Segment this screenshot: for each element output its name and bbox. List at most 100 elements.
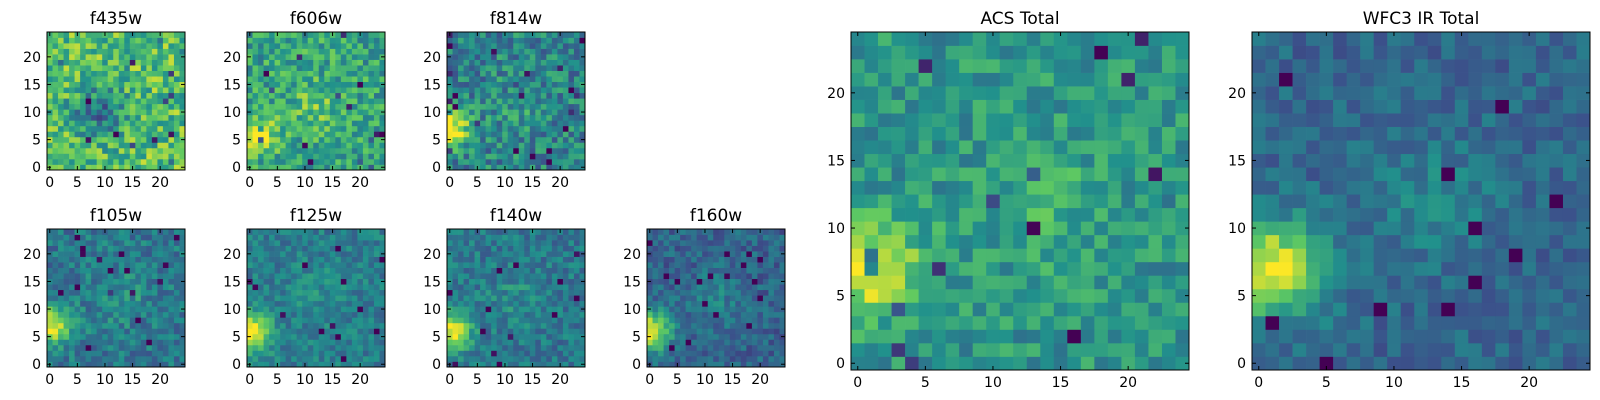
- heatmap-cell: [474, 317, 481, 324]
- heatmap-cell: [568, 142, 575, 149]
- heatmap-cell: [96, 164, 103, 171]
- heatmap-cell: [740, 361, 747, 368]
- heatmap-cell: [696, 322, 703, 329]
- heatmap-cell: [362, 76, 369, 83]
- heatmap-cell: [773, 361, 780, 368]
- heatmap-cell: [663, 355, 670, 362]
- heatmap-cell: [735, 240, 742, 246]
- heatmap-cell: [491, 32, 498, 38]
- heatmap-cell: [713, 328, 720, 335]
- heatmap-cell: [724, 350, 731, 357]
- heatmap-cell: [135, 311, 142, 318]
- heatmap-cell: [351, 311, 358, 318]
- heatmap-cell: [573, 114, 580, 121]
- heatmap-cell: [740, 267, 747, 274]
- heatmap-cell: [496, 103, 503, 110]
- heatmap-cell: [751, 317, 758, 324]
- heatmap-cell: [535, 48, 542, 55]
- heatmap-cell: [463, 306, 470, 313]
- heatmap-cell: [762, 256, 769, 263]
- heatmap-cell: [285, 350, 292, 357]
- heatmap-cell: [285, 32, 292, 38]
- heatmap-cell: [1053, 248, 1068, 263]
- heatmap-cell: [340, 322, 347, 329]
- heatmap-cell: [162, 98, 169, 105]
- heatmap-cell: [151, 87, 158, 94]
- heatmap-cell: [474, 59, 481, 66]
- heatmap-cell: [458, 147, 464, 154]
- heatmap-cell: [340, 273, 347, 280]
- heatmap-cell: [972, 329, 987, 344]
- heatmap-cell: [124, 339, 131, 346]
- heatmap-cell: [291, 273, 298, 280]
- heatmap-cell: [85, 295, 92, 302]
- heatmap-cell: [47, 142, 53, 149]
- heatmap-cell: [263, 32, 270, 38]
- heatmap-cell: [274, 87, 281, 94]
- x-tick-label: 20: [151, 372, 169, 388]
- heatmap-cell: [357, 273, 364, 280]
- heatmap-cell: [529, 125, 536, 132]
- heatmap-cell: [124, 306, 131, 313]
- heatmap-cell: [773, 350, 780, 357]
- heatmap-cell: [1053, 167, 1068, 182]
- heatmap-cell: [740, 328, 747, 335]
- heatmap-cell: [113, 32, 120, 38]
- heatmap-cell: [1121, 180, 1136, 195]
- heatmap-cell: [52, 328, 59, 335]
- heatmap-cell: [140, 256, 147, 263]
- heatmap-cell: [113, 273, 120, 280]
- heatmap-cell: [346, 125, 353, 132]
- heatmap-cell: [307, 114, 314, 121]
- heatmap-cell: [458, 278, 464, 285]
- heatmap-cell: [362, 87, 369, 94]
- heatmap-cell: [291, 300, 298, 307]
- heatmap-cell: [140, 355, 147, 362]
- heatmap-cell: [474, 98, 481, 105]
- heatmap-cell: [285, 136, 292, 143]
- heatmap-cell: [140, 87, 147, 94]
- heatmap-cell: [324, 153, 331, 160]
- heatmap-cell: [480, 361, 486, 368]
- heatmap-cell: [707, 300, 714, 307]
- heatmap-cell: [85, 109, 92, 116]
- heatmap-cell: [729, 284, 736, 291]
- heatmap-cell: [658, 251, 664, 257]
- heatmap-cell: [52, 131, 59, 138]
- heatmap-cell: [779, 300, 786, 307]
- heatmap-cell: [307, 164, 314, 171]
- heatmap-cell: [905, 329, 919, 344]
- y-tick-label: 0: [232, 357, 241, 373]
- heatmap-cell: [96, 142, 103, 149]
- heatmap-cell: [296, 234, 303, 241]
- heatmap-cell: [173, 322, 180, 329]
- heatmap-cell: [291, 87, 298, 94]
- heatmap-cell: [773, 317, 780, 324]
- heatmap-cell: [252, 103, 259, 110]
- heatmap-cell: [351, 273, 358, 280]
- heatmap-cell: [357, 76, 364, 83]
- heatmap-cell: [663, 328, 670, 335]
- heatmap-cell: [768, 339, 775, 346]
- heatmap-cell: [485, 92, 492, 99]
- heatmap-cell: [252, 355, 259, 362]
- heatmap-cell: [496, 273, 503, 280]
- y-tick-label: 10: [423, 105, 441, 121]
- heatmap-cell: [135, 147, 142, 154]
- heatmap-cell: [258, 32, 264, 38]
- heatmap-cell: [173, 300, 180, 307]
- heatmap-cell: [80, 273, 86, 280]
- heatmap-cell: [52, 317, 59, 324]
- heatmap-cell: [707, 289, 714, 296]
- heatmap-cell: [491, 240, 498, 246]
- heatmap-cell: [535, 125, 542, 132]
- heatmap-cell: [258, 350, 264, 357]
- heatmap-cell: [140, 114, 147, 121]
- heatmap-cell: [140, 328, 147, 335]
- heatmap-cell: [447, 267, 453, 274]
- heatmap-cell: [47, 295, 53, 302]
- heatmap-cell: [1013, 356, 1028, 371]
- heatmap-cell: [168, 234, 175, 241]
- heatmap-cell: [469, 306, 475, 313]
- heatmap-cell: [280, 322, 286, 329]
